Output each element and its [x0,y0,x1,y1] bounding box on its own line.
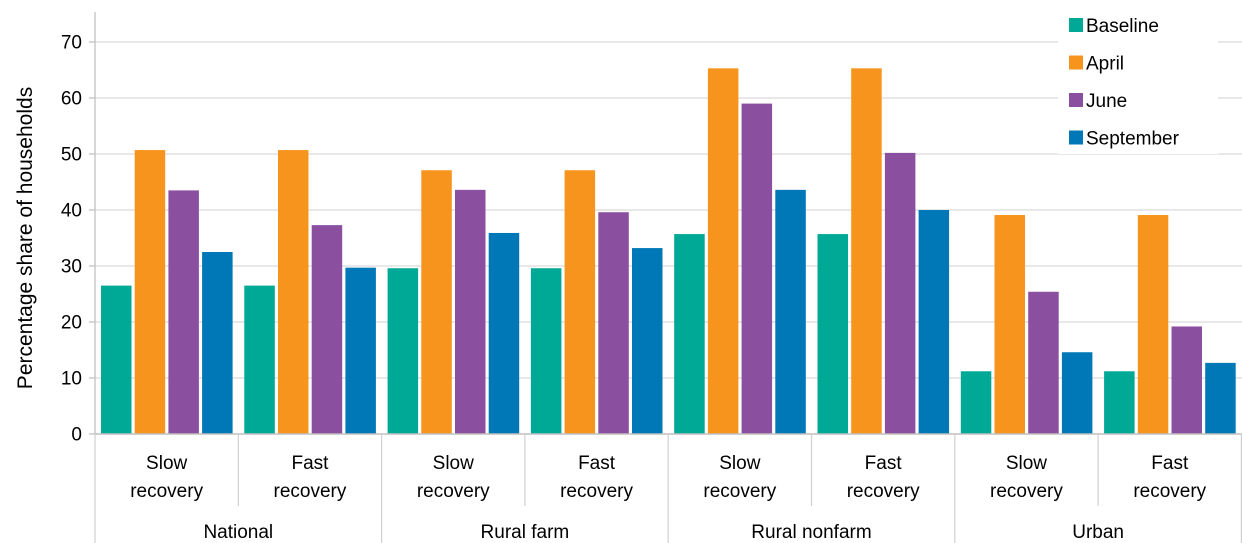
bar-september-3 [632,248,663,434]
group-label-national: National [203,522,273,543]
bar-baseline-7 [1104,371,1135,434]
subcategory-label-line2: recovery [560,481,633,502]
category-labels: Slow recovery Fast recovery Slow recovery Fast… [130,453,1206,543]
subcategory-label-line2: recovery [417,481,490,502]
bar-september-5 [918,210,950,434]
bar-baseline-0 [101,285,132,434]
y-tick-label: 60 [61,89,82,110]
bars [101,68,1236,435]
subcategory-label-line1: Fast [865,453,903,474]
bar-june-1 [311,225,343,434]
bar-april-4 [707,68,739,434]
subcategory-label-line1: Slow [433,453,474,474]
group-label-rural-farm: Rural farm [481,522,570,543]
subcategory-label-line2: recovery [130,481,203,502]
legend-label-april: April [1086,54,1124,75]
axes: 0 10 20 30 40 50 60 70 [61,12,1242,543]
y-tick-label: 70 [61,33,82,54]
legend-swatch-june [1069,93,1083,107]
bar-september-4 [775,189,806,434]
bar-june-0 [168,190,199,434]
y-axis-title: Percentage share of households [14,87,37,389]
subcategory-label-line1: Fast [291,453,329,474]
bar-april-1 [278,150,309,434]
bar-june-2 [455,189,486,434]
bar-september-1 [345,267,376,434]
y-tick-label: 30 [61,257,82,278]
subcategory-label-line2: recovery [1133,481,1206,502]
legend-swatch-september [1069,130,1083,145]
bar-september-7 [1205,362,1236,434]
bar-baseline-6 [960,371,992,434]
y-tick-label: 40 [61,201,82,222]
subcategory-label-line1: Fast [1151,453,1189,474]
bar-september-0 [202,252,233,434]
legend-label-june: June [1086,91,1127,112]
legend-swatch-baseline [1069,18,1083,32]
bar-baseline-4 [674,234,705,434]
legend-background [1058,6,1218,154]
subcategory-label-line1: Slow [1006,453,1047,474]
bar-april-2 [421,170,452,435]
bar-june-7 [1171,326,1202,434]
legend: Baseline April June September [1058,6,1218,154]
bar-april-0 [134,150,166,434]
subcategory-label-line2: recovery [703,481,776,502]
bar-june-3 [598,212,629,434]
group-label-rural-nonfarm: Rural nonfarm [751,522,871,543]
group-label-urban: Urban [1072,522,1124,543]
legend-label-september: September [1086,129,1180,150]
subcategory-label-line2: recovery [847,481,920,502]
subcategory-label-line1: Slow [146,453,187,474]
bar-baseline-2 [387,268,419,434]
bar-september-6 [1061,352,1093,434]
bar-april-3 [564,170,596,435]
bar-june-6 [1028,291,1059,434]
bar-june-5 [884,152,916,434]
legend-swatch-april [1069,55,1083,70]
bar-april-7 [1137,215,1169,434]
bar-baseline-3 [530,268,562,434]
y-tick-label: 50 [61,145,82,166]
subcategory-label-line2: recovery [274,481,347,502]
y-tick-label: 20 [61,313,82,334]
y-tick-label: 0 [71,425,82,446]
bar-september-2 [488,232,520,434]
bar-baseline-1 [244,285,275,434]
bar-april-5 [851,68,882,434]
bar-april-6 [994,215,1025,434]
bar-baseline-5 [817,234,848,434]
subcategory-label-line2: recovery [990,481,1063,502]
legend-label-baseline: Baseline [1086,16,1159,37]
y-tick-label: 10 [61,369,82,390]
subcategory-label-line1: Fast [578,453,616,474]
bar-june-4 [741,103,773,434]
subcategory-label-line1: Slow [719,453,760,474]
